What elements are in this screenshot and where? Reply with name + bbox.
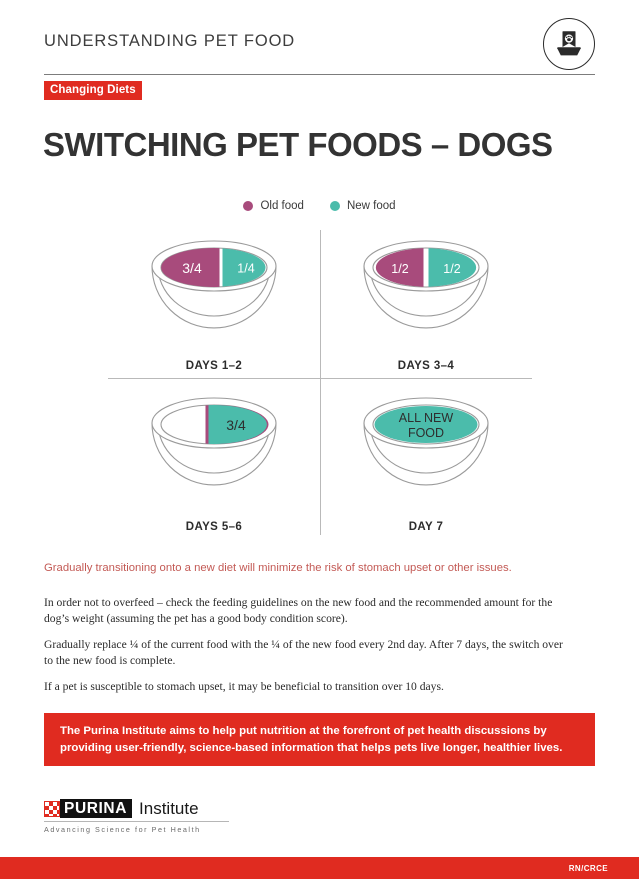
- bowl-label-days-1-2: DAYS 1–2: [185, 360, 243, 372]
- body-paragraph-1: In order not to overfeed – check the fee…: [44, 596, 553, 626]
- slice-value-new: 1/2: [443, 262, 460, 276]
- bowl-panel-days-1-2: 3/4 1/4 DAYS 1–2: [108, 230, 320, 378]
- bowl-label-days-3-4: DAYS 3–4: [397, 360, 455, 372]
- bowl-graphic-day-7: ALL NEW FOOD: [352, 389, 500, 501]
- header-divider: [44, 74, 595, 75]
- section-tag-changing-diets: Changing Diets: [44, 81, 142, 100]
- body-copy: In order not to overfeed – check the fee…: [44, 595, 572, 695]
- bowl-graphic-days-1-2: 3/4 1/4: [140, 232, 288, 344]
- grid-horizontal-divider: [108, 378, 532, 379]
- logo-suffix-institute: Institute: [139, 799, 199, 818]
- mission-callout-box: The Purina Institute aims to help put nu…: [44, 713, 595, 766]
- pet-food-bag-bowl-icon: [543, 18, 595, 70]
- page-title: SWITCHING PET FOODS – DOGS: [43, 126, 553, 163]
- slice-value-old: 3/4: [182, 260, 202, 276]
- footer-bar: RN/CRCE: [0, 857, 639, 879]
- new-food-dot: [329, 201, 340, 211]
- purina-checkerboard-icon: [44, 800, 60, 817]
- slice-value-new: 1/4: [237, 262, 254, 276]
- lead-paragraph: Gradually transitioning onto a new diet …: [44, 562, 512, 574]
- slice-value-old: 1/4: [173, 419, 190, 433]
- bowl-label-day-7: DAY 7: [408, 521, 444, 533]
- page-header: UNDERSTANDING PET FOOD: [44, 18, 595, 70]
- logo-brand-purina: PURINA: [60, 799, 133, 818]
- mission-callout-text: The Purina Institute aims to help put nu…: [60, 725, 563, 754]
- slice-value-new-line1: ALL NEW: [399, 411, 454, 425]
- header-title: UNDERSTANDING PET FOOD: [44, 32, 296, 50]
- old-food-dot: [243, 201, 254, 211]
- legend-label-new-food: New food: [346, 200, 396, 212]
- footer-document-code: RN/CRCE: [568, 863, 608, 873]
- grid-vertical-divider: [320, 230, 321, 535]
- bowl-graphic-days-3-4: 1/2 1/2: [352, 232, 500, 344]
- slice-value-new: 3/4: [226, 417, 246, 433]
- chart-legend: Old food New food: [0, 200, 639, 212]
- logo-wordmark-row: PURINA Institute: [44, 799, 244, 818]
- legend-item-old-food: Old food: [243, 200, 304, 212]
- bowl-graphic-days-5-6: 1/4 3/4: [140, 389, 288, 501]
- legend-item-new-food: New food: [329, 200, 396, 212]
- body-paragraph-3: If a pet is susceptible to stomach upset…: [44, 679, 444, 693]
- logo-underline: [44, 821, 229, 822]
- slice-value-old: 1/2: [391, 262, 408, 276]
- body-paragraph-2: Gradually replace ¼ of the current food …: [44, 637, 563, 668]
- purina-institute-logo: PURINA Institute Advancing Science for P…: [44, 799, 244, 839]
- bowl-panel-day-7: ALL NEW FOOD DAY 7: [320, 387, 532, 535]
- bowl-panel-days-5-6: 1/4 3/4 DAYS 5–6: [108, 387, 320, 535]
- bowl-diagram-grid: 3/4 1/4 DAYS 1–2 1/2 1/2: [108, 230, 532, 535]
- bowl-panel-days-3-4: 1/2 1/2 DAYS 3–4: [320, 230, 532, 378]
- logo-tagline: Advancing Science for Pet Health: [44, 825, 201, 834]
- legend-label-old-food: Old food: [260, 200, 304, 212]
- bowl-label-days-5-6: DAYS 5–6: [185, 521, 243, 533]
- slice-value-new-line2: FOOD: [408, 426, 444, 440]
